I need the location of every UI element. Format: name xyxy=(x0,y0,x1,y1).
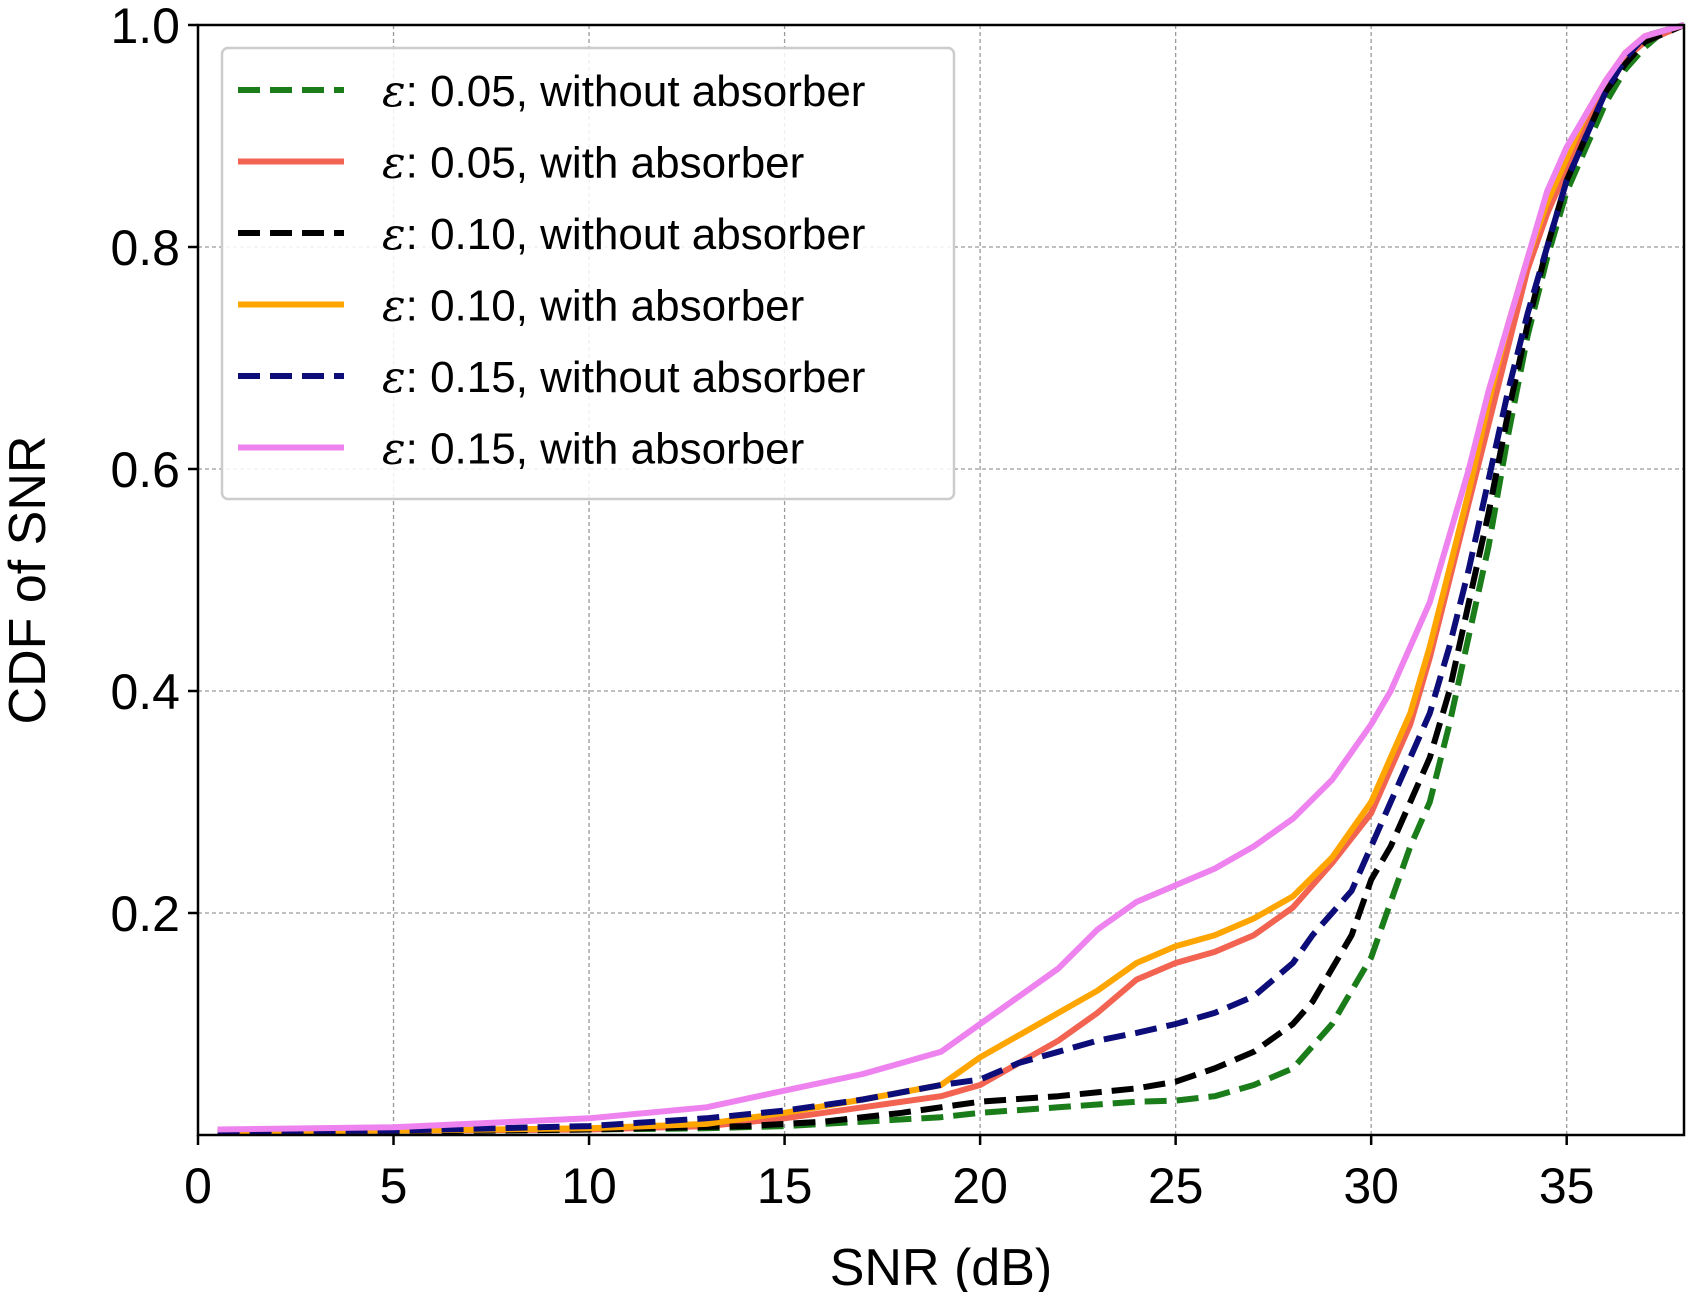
legend-epsilon-symbol: ε xyxy=(382,424,406,475)
y-tick-label: 0.2 xyxy=(110,886,180,942)
x-tick-label: 0 xyxy=(184,1158,212,1214)
series-line-6 xyxy=(217,22,1685,1133)
y-tick-label: 0.4 xyxy=(110,664,180,720)
series-line-5 xyxy=(217,22,1685,1135)
x-tick-label: 10 xyxy=(561,1158,617,1214)
legend-label-text: : 0.15, with absorber xyxy=(406,425,805,474)
x-tick-label: 25 xyxy=(1148,1158,1204,1214)
x-axis-label: SNR (dB) xyxy=(830,1239,1052,1292)
x-tick-label: 15 xyxy=(757,1158,813,1214)
legend-box xyxy=(220,46,956,501)
series-line-1 xyxy=(217,22,1685,1135)
x-tick-label: 20 xyxy=(952,1158,1008,1214)
legend-label-text: : 0.10, with absorber xyxy=(406,282,805,331)
y-tick-label: 1.0 xyxy=(110,0,180,54)
x-tick-label: 5 xyxy=(380,1158,408,1214)
legend-label-text: : 0.15, without absorber xyxy=(406,353,866,402)
legend-label: ε: 0.15, without absorber xyxy=(382,352,865,403)
legend-label: ε: 0.10, without absorber xyxy=(382,209,865,260)
plot-area-frame xyxy=(196,23,1686,1137)
series-line-2 xyxy=(217,22,1686,1135)
y-axis-label: CDF of SNR xyxy=(0,436,57,725)
y-tick-label: 0.8 xyxy=(110,220,180,276)
legend-epsilon-symbol: ε xyxy=(382,138,406,189)
legend-label: ε: 0.15, with absorber xyxy=(382,424,804,475)
y-tick-label: 0.6 xyxy=(110,442,180,498)
axis-ticks: 0 5 10 15 20 25 30 35 0.2 0.4 0.6 0.8 1.0 xyxy=(110,0,1594,1214)
legend-label-text: : 0.10, without absorber xyxy=(406,210,866,259)
legend-label-text: : 0.05, without absorber xyxy=(406,67,866,116)
legend-epsilon-symbol: ε xyxy=(382,209,406,260)
legend-label-text: : 0.05, with absorber xyxy=(406,139,805,188)
series-lines xyxy=(217,22,1686,1136)
legend-epsilon-symbol: ε xyxy=(382,352,406,403)
legend-label: ε: 0.05, without absorber xyxy=(382,66,865,117)
legend-label: ε: 0.05, with absorber xyxy=(382,138,804,189)
legend-epsilon-symbol: ε xyxy=(382,66,406,117)
series-line-3 xyxy=(217,22,1686,1136)
x-tick-label: 30 xyxy=(1343,1158,1399,1214)
x-tick-label: 35 xyxy=(1539,1158,1595,1214)
legend-label: ε: 0.10, with absorber xyxy=(382,281,804,332)
legend-epsilon-symbol: ε xyxy=(382,281,406,332)
